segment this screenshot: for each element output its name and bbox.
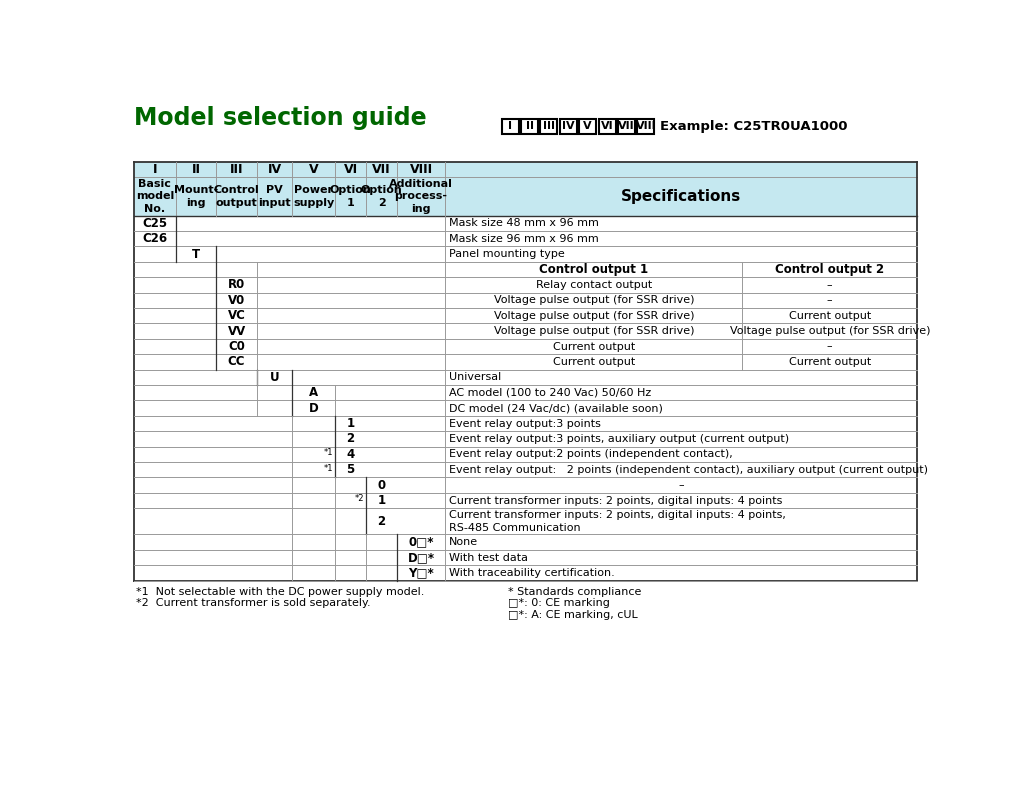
Text: –: – [827,295,832,306]
Text: I: I [508,121,512,131]
Text: Example: C25TR0UA1000: Example: C25TR0UA1000 [660,120,848,133]
Text: Event relay output:3 points, auxiliary output (current output): Event relay output:3 points, auxiliary o… [449,434,789,444]
Text: VI: VI [343,163,358,176]
Text: III: III [543,121,555,131]
Text: 2: 2 [346,432,355,446]
Text: Control
output: Control output [214,185,259,208]
Text: Control output 1: Control output 1 [539,263,649,276]
Text: V0: V0 [228,294,245,306]
Text: Event relay output:2 points (independent contact),: Event relay output:2 points (independent… [449,449,733,459]
Text: Mask size 96 mm x 96 mm: Mask size 96 mm x 96 mm [449,234,599,244]
Text: 4: 4 [346,448,355,461]
Bar [579,119,597,134]
Text: D: D [309,402,319,415]
Text: Specifications: Specifications [621,189,741,204]
Text: Option
2: Option 2 [361,185,403,208]
Text: □*: 0: CE marking: □*: 0: CE marking [507,599,610,608]
Text: AC model (100 to 240 Vac) 50/60 Hz: AC model (100 to 240 Vac) 50/60 Hz [449,388,651,398]
Text: VI: VI [601,121,613,131]
Text: –: – [679,480,684,490]
Text: II: II [526,121,534,131]
Text: I: I [153,163,157,176]
Bar [133,178,917,216]
Text: Model selection guide: Model selection guide [134,106,427,130]
Text: Additional
process-
ing: Additional process- ing [390,179,453,214]
Text: *1: *1 [324,463,333,473]
Bar [560,119,577,134]
Text: Voltage pulse output (for SSR drive): Voltage pulse output (for SSR drive) [493,295,694,306]
Text: Voltage pulse output (for SSR drive): Voltage pulse output (for SSR drive) [493,326,694,336]
Text: CC: CC [228,356,245,369]
Text: Current output: Current output [788,357,871,367]
Text: VII: VII [618,121,634,131]
Text: Basic
model
No.: Basic model No. [135,179,174,214]
Text: VIII: VIII [410,163,433,176]
Text: VIII: VIII [636,121,656,131]
Text: A: A [310,386,319,400]
Text: C26: C26 [142,232,167,245]
Text: *2  Current transformer is sold separately.: *2 Current transformer is sold separatel… [136,599,370,608]
Text: Current transformer inputs: 2 points, digital inputs: 4 points: Current transformer inputs: 2 points, di… [449,496,782,505]
Text: Y□*: Y□* [408,567,434,579]
Text: –: – [827,341,832,352]
Text: With test data: With test data [449,552,528,563]
Bar [599,119,616,134]
Text: DC model (24 Vac/dc) (available soon): DC model (24 Vac/dc) (available soon) [449,403,663,413]
Text: Relay contact output: Relay contact output [536,280,652,290]
Text: IV: IV [268,163,282,176]
Text: 1: 1 [377,494,385,507]
Text: Event relay output:   2 points (independent contact), auxiliary output (current : Event relay output: 2 points (independen… [449,465,928,474]
Text: Control output 2: Control output 2 [775,263,885,276]
Text: D□*: D□* [408,551,435,564]
Text: VV: VV [228,325,246,338]
Text: VII: VII [372,163,391,176]
Text: Universal: Universal [449,373,501,382]
Text: 5: 5 [346,463,355,476]
Text: Current transformer inputs: 2 points, digital inputs: 4 points,
RS-485 Communica: Current transformer inputs: 2 points, di… [449,509,786,533]
Text: III: III [230,163,243,176]
Text: Power
supply: Power supply [293,185,334,208]
Bar [133,162,917,178]
Text: With traceability certification.: With traceability certification. [449,568,615,578]
Text: VC: VC [228,309,246,322]
Text: U: U [270,371,280,384]
Text: * Standards compliance: * Standards compliance [507,587,642,597]
Text: R0: R0 [228,279,245,291]
Bar [638,119,654,134]
Text: Voltage pulse output (for SSR drive): Voltage pulse output (for SSR drive) [730,326,930,336]
Text: C0: C0 [229,340,245,353]
Bar [521,119,538,134]
Text: None: None [449,537,478,547]
Text: Voltage pulse output (for SSR drive): Voltage pulse output (for SSR drive) [493,310,694,321]
Bar [540,119,558,134]
Text: –: – [827,280,832,290]
Text: Current output: Current output [788,310,871,321]
Bar [501,119,519,134]
Text: 0□*: 0□* [408,536,434,548]
Text: Mask size 48 mm x 96 mm: Mask size 48 mm x 96 mm [449,218,599,228]
Text: Mount-
ing: Mount- ing [174,185,218,208]
Text: *2: *2 [355,494,365,503]
Text: V: V [309,163,319,176]
Text: □*: A: CE marking, cUL: □*: A: CE marking, cUL [507,610,638,620]
Text: II: II [192,163,201,176]
Text: Option
1: Option 1 [330,185,371,208]
Text: *1: *1 [324,448,333,457]
Text: V: V [583,121,592,131]
Bar [618,119,634,134]
Text: Current output: Current output [552,357,634,367]
Text: PV
input: PV input [258,185,291,208]
Text: 0: 0 [377,478,385,492]
Text: Current output: Current output [552,341,634,352]
Text: Event relay output:3 points: Event relay output:3 points [449,419,601,428]
Text: Panel mounting type: Panel mounting type [449,249,565,259]
Text: 2: 2 [377,515,385,528]
Text: IV: IV [562,121,575,131]
Text: 1: 1 [346,417,355,430]
Text: T: T [193,248,200,260]
Text: C25: C25 [142,217,167,230]
Text: *1  Not selectable with the DC power supply model.: *1 Not selectable with the DC power supp… [136,587,424,597]
